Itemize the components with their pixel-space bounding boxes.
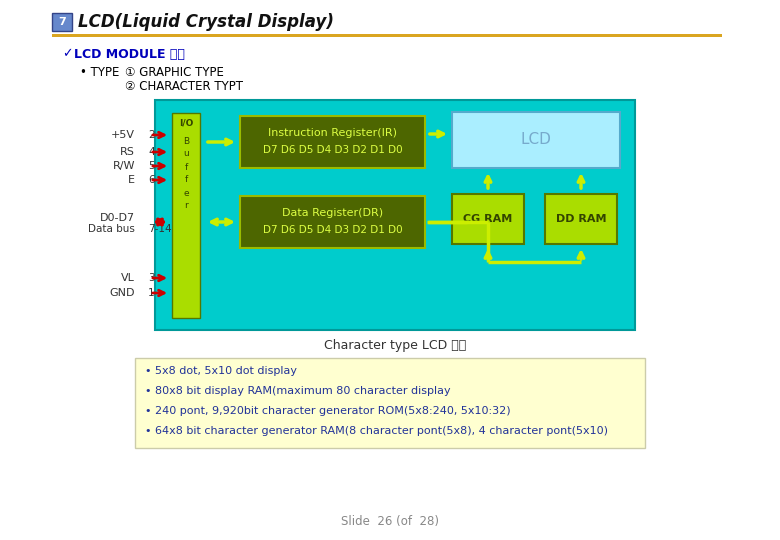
- Text: ① GRAPHIC TYPE: ① GRAPHIC TYPE: [125, 66, 224, 79]
- Bar: [240, 196, 425, 248]
- Text: f: f: [184, 176, 188, 185]
- Text: LCD MODULE 구조: LCD MODULE 구조: [74, 48, 185, 60]
- Text: Character type LCD 구조: Character type LCD 구조: [324, 339, 466, 352]
- Bar: [545, 194, 617, 244]
- Text: • 64x8 bit character generator RAM(8 character pont(5x8), 4 character pont(5x10): • 64x8 bit character generator RAM(8 cha…: [145, 426, 608, 436]
- Text: RS: RS: [120, 147, 135, 157]
- Text: I/O: I/O: [179, 118, 193, 127]
- Text: e: e: [183, 188, 189, 198]
- Text: ② CHARACTER TYPT: ② CHARACTER TYPT: [125, 79, 243, 92]
- Text: 7: 7: [58, 17, 66, 27]
- Text: 1: 1: [148, 288, 154, 298]
- Bar: [240, 116, 425, 168]
- Text: ✓: ✓: [62, 48, 73, 60]
- Text: • TYPE: • TYPE: [80, 66, 119, 79]
- Text: Data bus: Data bus: [88, 224, 135, 234]
- Text: R/W: R/W: [112, 161, 135, 171]
- Bar: [452, 194, 524, 244]
- Text: D7 D6 D5 D4 D3 D2 D1 D0: D7 D6 D5 D4 D3 D2 D1 D0: [263, 225, 402, 235]
- Text: • 240 pont, 9,920bit character generator ROM(5x8:240, 5x10:32): • 240 pont, 9,920bit character generator…: [145, 406, 511, 416]
- Bar: [52, 34, 722, 37]
- Text: D7 D6 D5 D4 D3 D2 D1 D0: D7 D6 D5 D4 D3 D2 D1 D0: [263, 145, 402, 155]
- Text: LCD: LCD: [520, 132, 551, 147]
- Bar: [452, 112, 620, 168]
- Text: B: B: [183, 137, 189, 145]
- Text: GND: GND: [109, 288, 135, 298]
- Text: Instruction Register(IR): Instruction Register(IR): [268, 128, 397, 138]
- Text: Slide  26 (of  28): Slide 26 (of 28): [341, 516, 439, 529]
- Text: E: E: [128, 175, 135, 185]
- Text: 3: 3: [148, 273, 154, 283]
- Bar: [172, 113, 200, 318]
- Text: 5: 5: [148, 161, 154, 171]
- Text: f: f: [184, 163, 188, 172]
- Text: 2: 2: [148, 130, 154, 140]
- Text: DD RAM: DD RAM: [555, 214, 606, 224]
- Text: u: u: [183, 150, 189, 159]
- Bar: [52, 13, 72, 31]
- Text: 7-14: 7-14: [148, 224, 172, 234]
- Text: D0-D7: D0-D7: [100, 213, 135, 223]
- Text: 6: 6: [148, 175, 154, 185]
- Text: Data Register(DR): Data Register(DR): [282, 208, 383, 218]
- Text: LCD(Liquid Crystal Display): LCD(Liquid Crystal Display): [78, 13, 334, 31]
- Text: 4: 4: [148, 147, 154, 157]
- Bar: [155, 100, 635, 330]
- Text: +5V: +5V: [111, 130, 135, 140]
- Text: • 5x8 dot, 5x10 dot display: • 5x8 dot, 5x10 dot display: [145, 366, 297, 376]
- Text: • 80x8 bit display RAM(maximum 80 character display: • 80x8 bit display RAM(maximum 80 charac…: [145, 386, 451, 396]
- Text: r: r: [184, 201, 188, 211]
- Text: CG RAM: CG RAM: [463, 214, 512, 224]
- Bar: [135, 358, 645, 448]
- Text: VL: VL: [121, 273, 135, 283]
